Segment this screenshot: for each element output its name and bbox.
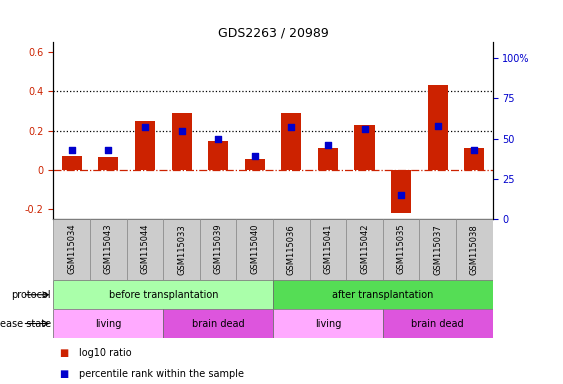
Text: GSM115034: GSM115034 [68, 224, 76, 275]
Bar [163, 219, 200, 280]
Bar [53, 309, 163, 338]
Point [360, 126, 369, 132]
Text: GSM115035: GSM115035 [397, 224, 405, 275]
Bar [273, 309, 383, 338]
Text: GSM115039: GSM115039 [214, 224, 222, 275]
Bar [456, 219, 493, 280]
Bar [135, 121, 155, 170]
Text: after transplantation: after transplantation [332, 290, 434, 300]
Bar [310, 219, 346, 280]
Bar [53, 219, 90, 280]
Bar [383, 309, 493, 338]
Text: ■: ■ [59, 348, 68, 358]
Bar [383, 219, 419, 280]
Text: GSM115041: GSM115041 [324, 224, 332, 274]
Text: before transplantation: before transplantation [109, 290, 218, 300]
Point [68, 147, 77, 153]
Text: disease state: disease state [0, 318, 51, 329]
Point [250, 153, 259, 159]
Bar [236, 219, 273, 280]
Bar [464, 148, 484, 170]
Text: GSM115040: GSM115040 [251, 224, 259, 274]
Text: GSM115038: GSM115038 [470, 224, 479, 275]
Bar [208, 141, 228, 170]
Bar [172, 113, 191, 170]
Bar [318, 148, 338, 170]
Bar [62, 156, 82, 170]
Text: ■: ■ [59, 369, 68, 379]
Text: GSM115033: GSM115033 [177, 224, 186, 275]
Bar [391, 170, 411, 213]
Text: GSM115043: GSM115043 [104, 224, 113, 275]
Text: GSM115044: GSM115044 [141, 224, 149, 274]
Text: brain dead: brain dead [412, 318, 464, 329]
Bar [99, 157, 118, 170]
Text: GSM115042: GSM115042 [360, 224, 369, 274]
Bar [163, 309, 273, 338]
Point [141, 124, 150, 131]
Title: GDS2263 / 20989: GDS2263 / 20989 [218, 26, 328, 40]
Bar [90, 219, 127, 280]
Text: living: living [95, 318, 122, 329]
Point [397, 192, 406, 198]
Bar [273, 219, 310, 280]
Text: protocol: protocol [11, 290, 51, 300]
Bar [200, 219, 236, 280]
Bar [127, 219, 163, 280]
Bar [428, 85, 448, 170]
Point [177, 127, 186, 134]
Bar [273, 280, 493, 309]
Text: living: living [315, 318, 341, 329]
Bar [346, 219, 383, 280]
Bar [355, 125, 374, 170]
Text: percentile rank within the sample: percentile rank within the sample [79, 369, 244, 379]
Point [104, 147, 113, 153]
Text: brain dead: brain dead [192, 318, 244, 329]
Point [470, 147, 479, 153]
Point [434, 122, 443, 129]
Bar [419, 219, 456, 280]
Text: GSM115037: GSM115037 [434, 224, 442, 275]
Text: log10 ratio: log10 ratio [79, 348, 131, 358]
Point [323, 142, 332, 148]
Bar [245, 159, 265, 170]
Point [287, 124, 296, 131]
Point [214, 136, 223, 142]
Bar [282, 113, 301, 170]
Text: GSM115036: GSM115036 [287, 224, 296, 275]
Bar [53, 280, 273, 309]
